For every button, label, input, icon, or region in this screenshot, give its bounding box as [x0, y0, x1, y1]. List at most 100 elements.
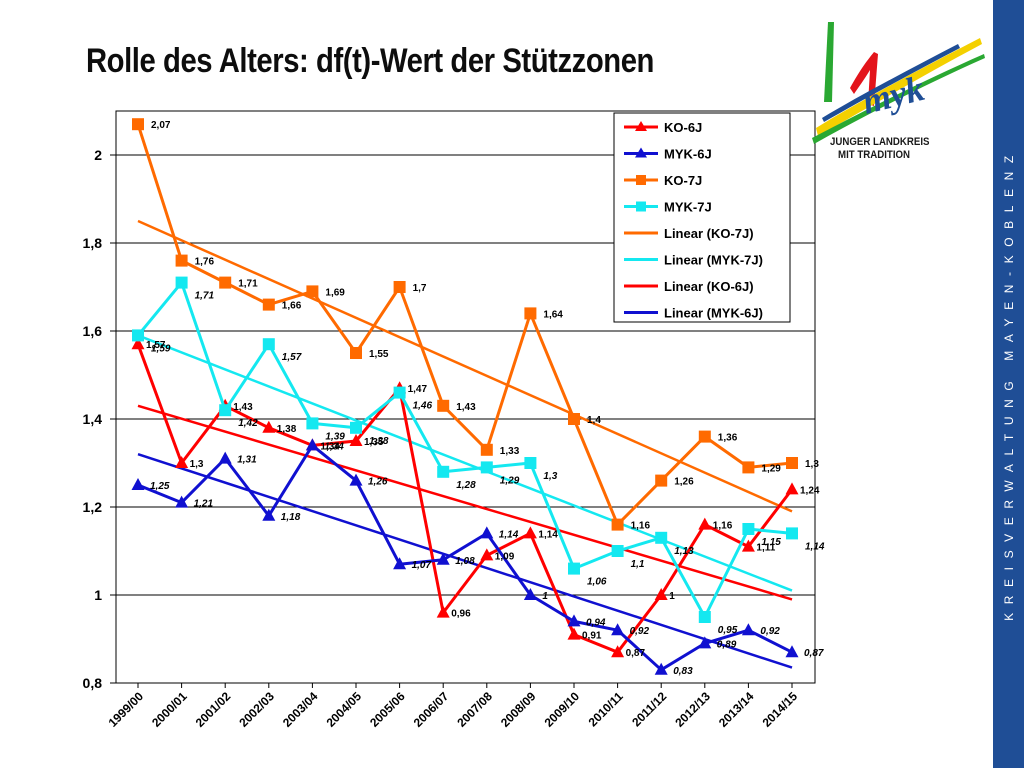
data-label: 1,07: [412, 560, 432, 571]
data-point: [219, 404, 232, 417]
trendline: [137, 404, 793, 601]
data-label: 1,16: [713, 521, 733, 532]
x-tick-label: 2007/08: [454, 689, 495, 730]
data-point: [175, 495, 189, 508]
data-label: 1,39: [325, 431, 345, 442]
data-point: [785, 645, 799, 658]
legend-marker: [635, 121, 647, 131]
data-point: [567, 627, 581, 640]
data-label: 1,26: [674, 477, 694, 488]
data-label: 0,91: [582, 631, 602, 642]
data-label: 1,15: [761, 537, 781, 548]
data-point: [393, 386, 406, 399]
x-tick-label: 2004/05: [324, 689, 365, 730]
logo-green-stroke: [824, 22, 834, 102]
series-line: [136, 281, 793, 619]
data-point: [480, 548, 494, 561]
data-label: 0,94: [586, 617, 606, 628]
data-label: 1,09: [495, 551, 515, 562]
data-point: [698, 517, 712, 530]
x-tick-label: 2008/09: [498, 689, 539, 730]
data-label: 1,43: [456, 402, 476, 413]
data-point: [698, 611, 711, 623]
data-point: [131, 478, 145, 490]
myk-logo: myk: [808, 10, 988, 170]
x-tick-label: 2011/12: [629, 689, 669, 729]
data-label: 1,76: [195, 257, 215, 268]
data-point: [218, 451, 232, 464]
data-point: [132, 329, 144, 342]
logo-swoosh-blue: [822, 44, 960, 122]
data-point: [349, 473, 363, 486]
data-label: 1,08: [455, 556, 475, 567]
data-point: [262, 338, 275, 351]
line-chart: 1,57 1,3 1,43 1,38 1,34 1,35 1,47 0,96 1,09 1,14 0…: [83, 110, 825, 730]
data-label: 1,57: [146, 340, 166, 351]
data-label: 1,59: [151, 343, 171, 354]
data-label: 1,06: [587, 577, 607, 588]
data-label: 1,38: [277, 424, 297, 435]
data-point: [393, 557, 407, 570]
data-label: 1,13: [674, 546, 694, 557]
data-label: 1,7: [413, 283, 427, 294]
data-label: 1,71: [238, 279, 258, 290]
data-point: [262, 420, 276, 433]
x-tick-label: 2000/01: [149, 689, 190, 730]
y-tick-label: 2: [94, 147, 102, 163]
data-point: [524, 457, 537, 469]
y-tick-label: 1,2: [83, 499, 103, 515]
series-line: [137, 443, 793, 672]
data-label: 1,14: [538, 529, 558, 540]
data-label: 1,21: [194, 499, 214, 510]
data-label: 1,36: [718, 433, 738, 444]
data-label: 1,3: [190, 459, 204, 470]
legend-marker: [636, 201, 646, 212]
x-tick-label: 1999/00: [106, 689, 147, 730]
data-point: [219, 276, 232, 289]
data-point: [437, 465, 450, 478]
data-point: [741, 539, 755, 552]
y-tick-label: 0,8: [83, 675, 103, 691]
data-point: [175, 254, 188, 267]
data-label: 1,34: [324, 441, 344, 452]
y-tick-label: 1: [94, 587, 102, 603]
data-label: 1,66: [282, 301, 302, 312]
data-label: 1,71: [195, 291, 215, 302]
x-tick-label: 2012/13: [672, 689, 713, 730]
data-label: 1,38: [369, 436, 389, 447]
sidebar-banner: KREISVERWALTUNG MAYEN-KOBLENZ: [993, 0, 1024, 768]
data-point: [568, 562, 580, 575]
data-point: [436, 605, 450, 618]
x-tick-label: 2005/06: [367, 689, 408, 730]
legend-label: Linear (KO-6J): [664, 279, 754, 294]
x-tick-label: 2006/07: [411, 689, 452, 730]
trendline: [137, 453, 793, 669]
data-point: [437, 399, 450, 412]
data-point: [350, 347, 362, 359]
data-point: [698, 430, 711, 443]
data-point: [131, 337, 145, 350]
data-point: [132, 118, 144, 131]
data-point: [654, 662, 668, 675]
data-label: 1,3: [805, 459, 819, 470]
data-label: 1,43: [233, 402, 253, 413]
legend-marker: [636, 175, 646, 185]
x-tick-label: 2001/02: [193, 689, 234, 730]
data-label: 1,29: [761, 463, 781, 474]
legend-label: MYK-6J: [664, 147, 712, 162]
x-tick-label: 2003/04: [280, 689, 321, 730]
data-point: [349, 434, 363, 446]
trendline: [137, 219, 793, 513]
data-label: 1,42: [238, 418, 258, 429]
data-label: 1,34: [320, 441, 340, 452]
data-label: 1,31: [237, 455, 257, 466]
data-point: [480, 461, 493, 474]
data-point: [436, 552, 450, 565]
data-label: 1,28: [456, 480, 476, 491]
series-line: [136, 343, 794, 654]
data-label: 1,1: [631, 559, 645, 570]
data-point: [262, 298, 275, 311]
data-label: 1,3: [543, 471, 557, 482]
legend-label: Linear (KO-7J): [664, 226, 754, 241]
data-label: 1,47: [408, 384, 428, 395]
